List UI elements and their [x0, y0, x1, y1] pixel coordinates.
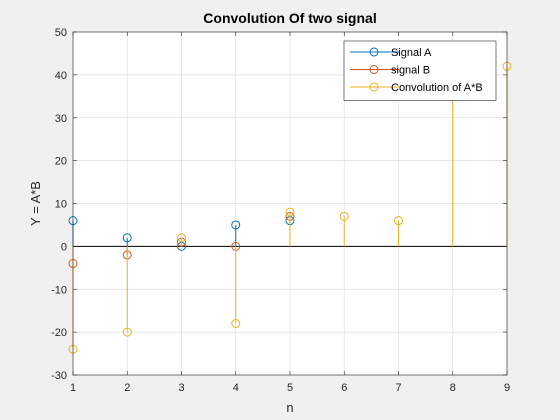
legend-label: Convolution of A*B — [391, 82, 483, 94]
x-axis-label: n — [286, 400, 293, 415]
y-tick-label: -10 — [51, 284, 67, 296]
y-tick-label: 40 — [55, 70, 67, 82]
x-tick-label: 5 — [287, 382, 293, 394]
y-tick-label: 0 — [61, 241, 67, 253]
y-axis-label: Y = A*B — [28, 181, 43, 226]
legend-box — [343, 40, 497, 101]
x-tick-label: 7 — [395, 382, 401, 394]
x-tick-label: 2 — [124, 382, 130, 394]
ticks: 1 2 3 4 5 6 7 8 9 -30 -20 -10 0 10 20 30 40 50 — [51, 27, 510, 394]
data-point — [231, 220, 241, 230]
x-tick-label: 1 — [70, 382, 76, 394]
data-point — [122, 233, 132, 243]
legend-item: signal B — [350, 65, 430, 77]
data-point — [231, 319, 241, 329]
legend-label: Signal A — [391, 47, 432, 59]
y-tick-label: 10 — [55, 199, 67, 211]
data-point — [394, 216, 403, 226]
legend-item: Signal A — [350, 47, 432, 59]
legend-marker — [369, 65, 379, 74]
y-tick-label: 20 — [55, 156, 67, 168]
legend-label: signal B — [391, 65, 430, 77]
y-tick-label: 30 — [55, 113, 67, 125]
y-tick-label: -30 — [51, 370, 67, 382]
y-tick-label: -20 — [51, 327, 67, 339]
x-tick-label: 9 — [504, 382, 510, 394]
legend-marker — [369, 47, 379, 57]
data-point — [285, 207, 295, 217]
legend-item: Convolution of A*B — [350, 82, 483, 94]
x-tick-label: 3 — [178, 382, 184, 394]
data-point — [122, 327, 132, 337]
data-point — [177, 233, 186, 243]
x-tick-label: 6 — [341, 382, 347, 394]
x-tick-label: 4 — [233, 382, 239, 394]
x-tick-label: 8 — [450, 382, 456, 394]
legend-marker — [369, 82, 379, 92]
legend: Signal A signal B Convolution of A*B — [343, 40, 497, 101]
chart-title: Convolution Of two signal — [203, 10, 376, 26]
data-point — [339, 211, 349, 221]
y-tick-label: 50 — [55, 27, 67, 39]
